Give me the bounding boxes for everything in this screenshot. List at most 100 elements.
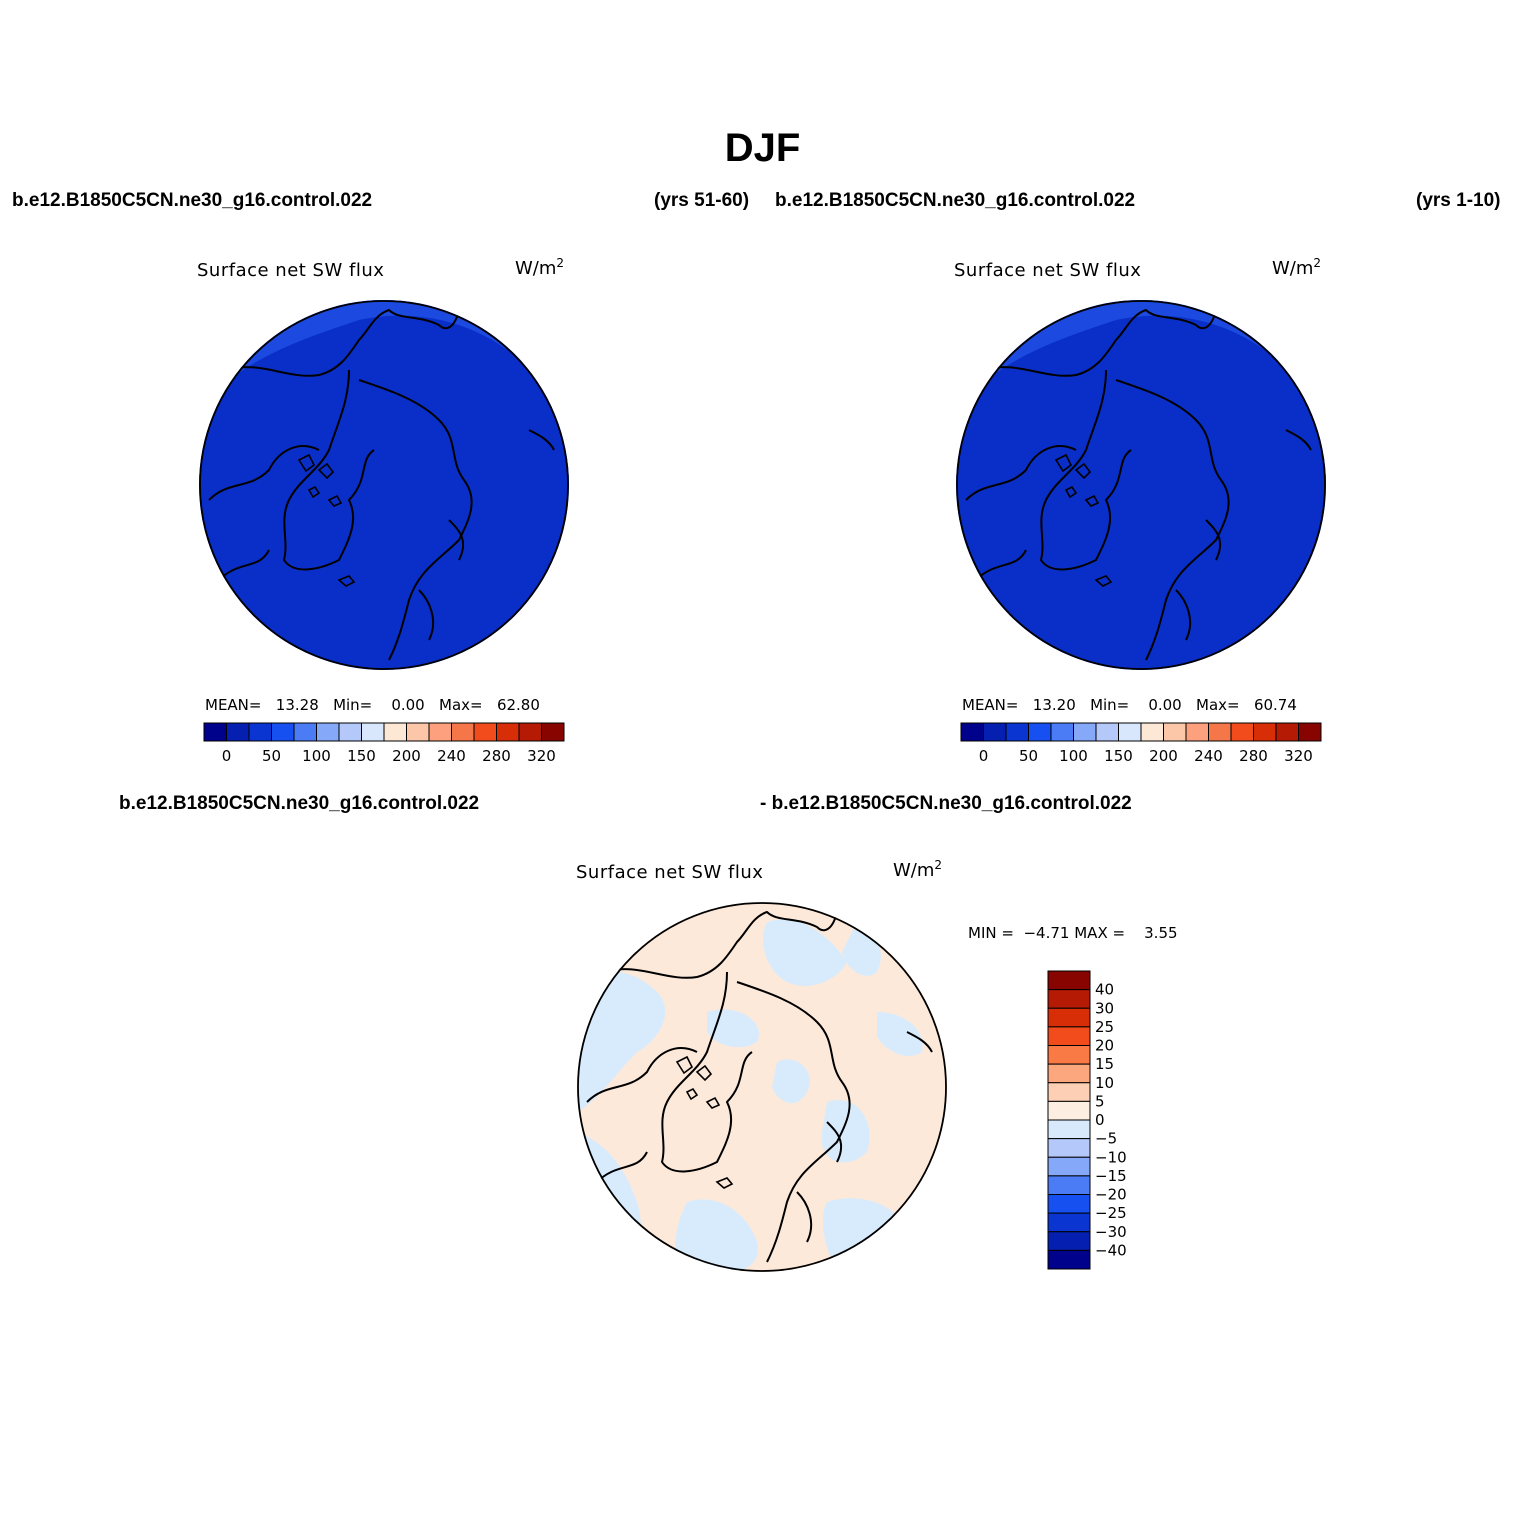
panel-2-years-label: (yrs 1-10) <box>1416 190 1501 211</box>
panel-1-title: Surface net SW flux <box>197 260 385 281</box>
panel-3-colorbar-box-1 <box>1047 989 1091 1009</box>
panel-2-colorbar-box-1 <box>983 722 1007 742</box>
panel-2-colorbar-tick-label: 200 <box>1149 747 1178 765</box>
panel-1-colorbar-box-9 <box>406 722 430 742</box>
panel-2-units: W/m2 <box>1272 256 1321 279</box>
panel-1-colorbar-box-11 <box>451 722 475 742</box>
panel-2-mean-value: 13.20 <box>1032 696 1076 714</box>
panel-3-colorbar-box-12 <box>1047 1194 1091 1214</box>
panel-2-colorbar-tick-label: 240 <box>1194 747 1223 765</box>
panel-1-colorbar-box-5 <box>316 722 340 742</box>
panel-2-units-exponent: 2 <box>1313 256 1322 270</box>
panel-1-min-label: Min= <box>333 696 373 714</box>
panel-1-colorbar-box-12 <box>473 722 497 742</box>
panel-3-map <box>577 902 947 1272</box>
panel-1-colorbar-box-14 <box>518 722 542 742</box>
panel-1-mean-value: 13.28 <box>275 696 319 714</box>
panel-3-colorbar-tick-label: −30 <box>1095 1223 1127 1241</box>
panel-3-colorbar-box-5 <box>1047 1063 1091 1084</box>
panel-3-colorbar-box-9 <box>1047 1138 1091 1158</box>
panel-2-colorbar-tick-label: 50 <box>1019 747 1038 765</box>
panel-1-units-base: W/m <box>515 258 557 279</box>
panel-1-max-value: 62.80 <box>496 696 540 714</box>
panel-1-years-label: (yrs 51-60) <box>654 190 750 211</box>
panel-1-map-border <box>199 300 569 670</box>
panel-1-units: W/m2 <box>515 256 564 279</box>
panel-2-colorbar-tick-label: 100 <box>1059 747 1088 765</box>
panel-2-field-base <box>956 300 1326 670</box>
panel-3-units: W/m2 <box>893 858 942 881</box>
panel-2-colorbar-box-7 <box>1118 722 1142 742</box>
panel-2-colorbar: 0 50 100 150 200 240 280 320 <box>960 722 1322 765</box>
panel-1-colorbar: 0 50 100 150 200 240 280 320 <box>203 722 565 765</box>
panel-2-colorbar-box-8 <box>1140 722 1164 742</box>
panel-3-map-border <box>577 902 947 1272</box>
panel-2-min-label: Min= <box>1090 696 1130 714</box>
panel-2-colorbar-box-11 <box>1208 722 1232 742</box>
panel-3-title: Surface net SW flux <box>576 862 764 883</box>
panel-2-colorbar-box-13 <box>1253 722 1277 742</box>
panel-1-colorbar-box-8 <box>383 722 407 742</box>
figure-title: DJF <box>724 126 801 170</box>
panel-3-colorbar-tick-label: −10 <box>1095 1148 1127 1166</box>
panel-2-colorbar-box-5 <box>1073 722 1097 742</box>
panel-1-stats: MEAN= 13.28 Min= 0.00 Max= 62.80 <box>205 696 540 714</box>
panel-3-colorbar-tick-label: −20 <box>1095 1186 1127 1204</box>
panel-1-max-label: Max= <box>439 696 483 714</box>
panel-3-units-base: W/m <box>893 860 935 881</box>
panel-1-colorbar-tick-label: 150 <box>347 747 376 765</box>
panel-3-colorbar-box-15 <box>1047 1249 1091 1270</box>
panel-1-colorbar-box-13 <box>496 722 520 742</box>
panel-3-colorbar-box-10 <box>1047 1156 1091 1177</box>
panel-3-max-value: 3.55 <box>1144 924 1178 942</box>
panel-3-colorbar-tick-label: −15 <box>1095 1167 1127 1185</box>
panel-1-min-value: 0.00 <box>391 696 425 714</box>
panel-2-max-label: Max= <box>1196 696 1240 714</box>
panel-2-colorbar-box-3 <box>1028 722 1052 742</box>
panel-3-colorbar-tick-label: 25 <box>1095 1018 1114 1036</box>
panel-3-colorbar-tick-label: 40 <box>1095 981 1114 999</box>
panel-2-colorbar-tick-label: 320 <box>1284 747 1313 765</box>
panel-2-colorbar-tick-label: 150 <box>1104 747 1133 765</box>
panel-1-colorbar-box-10 <box>428 722 452 742</box>
panel-3-colorbar-box-2 <box>1047 1007 1091 1028</box>
panel-2-colorbar-box-9 <box>1163 722 1187 742</box>
panel-1-coastlines <box>208 304 555 661</box>
panel-3-min-label: MIN = <box>968 924 1014 942</box>
panel-1-colorbar-tick-label: 320 <box>527 747 556 765</box>
panel-3-colorbar-tick-label: 0 <box>1095 1111 1105 1129</box>
panel-3-colorbar-tick-label: 15 <box>1095 1055 1114 1073</box>
panel-1-colorbar-tick-label: 200 <box>392 747 421 765</box>
panel-1-mean-label: MEAN= <box>205 696 262 714</box>
panel-1-colorbar-box-1 <box>226 722 250 742</box>
panel-3-colorbar-box-4 <box>1047 1045 1091 1065</box>
panel-2-max-value: 60.74 <box>1253 696 1297 714</box>
panel-3-colorbar-tick-label: 20 <box>1095 1037 1114 1055</box>
panel-1-colorbar-box-3 <box>271 722 295 742</box>
panel-3-colorbar-box-8 <box>1047 1119 1091 1140</box>
panel-2-colorbar-box-15 <box>1298 722 1322 742</box>
panel-2-colorbar-box-0 <box>960 722 984 742</box>
panel-3-colorbar-box-11 <box>1047 1175 1091 1195</box>
panel-1-map <box>199 300 569 670</box>
panel-2-case-label: b.e12.B1850C5CN.ne30_g16.control.022 <box>775 190 1136 211</box>
panel-3-max-label: MAX = <box>1074 924 1126 942</box>
panel-2-colorbar-box-14 <box>1275 722 1299 742</box>
panel-1-colorbar-tick-label: 240 <box>437 747 466 765</box>
panel-2-coastlines <box>965 304 1312 661</box>
panel-2-colorbar-box-2 <box>1005 722 1029 742</box>
panel-2-min-value: 0.00 <box>1148 696 1182 714</box>
panel-2-stats: MEAN= 13.20 Min= 0.00 Max= 60.74 <box>962 696 1297 714</box>
panel-2-colorbar-box-10 <box>1185 722 1209 742</box>
panel-1-colorbar-box-7 <box>361 722 385 742</box>
panel-3-colorbar-box-0 <box>1047 970 1091 991</box>
panel-2-colorbar-box-12 <box>1230 722 1254 742</box>
panel-1-colorbar-tick-label: 100 <box>302 747 331 765</box>
panel-1-units-exponent: 2 <box>556 256 565 270</box>
panel-1-colorbar-tick-label: 0 <box>222 747 232 765</box>
panel-1-colorbar-box-15 <box>541 722 565 742</box>
panel-3-case-label-b: - b.e12.B1850C5CN.ne30_g16.control.022 <box>760 793 1132 814</box>
panel-2-map <box>956 300 1326 670</box>
panel-3-islands <box>675 1055 734 1189</box>
